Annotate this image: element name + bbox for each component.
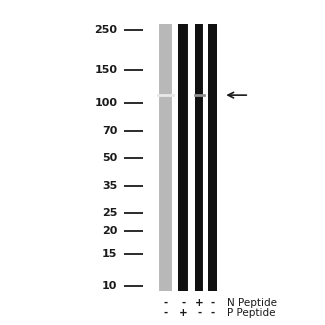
Text: 25: 25: [102, 208, 117, 218]
Text: -: -: [163, 308, 168, 318]
Text: 50: 50: [102, 153, 117, 163]
Text: +: +: [195, 298, 204, 308]
Text: 100: 100: [94, 98, 117, 108]
Text: 35: 35: [102, 181, 117, 191]
Text: -: -: [210, 298, 214, 308]
Text: -: -: [181, 298, 186, 308]
Text: -: -: [197, 308, 202, 318]
Text: 70: 70: [102, 126, 117, 136]
Bar: [158, 24, 174, 292]
Text: 150: 150: [94, 65, 117, 75]
Text: 15: 15: [102, 249, 117, 259]
Bar: [195, 24, 204, 292]
Text: N Peptide: N Peptide: [227, 298, 277, 308]
Text: -: -: [210, 308, 214, 318]
Text: 250: 250: [94, 25, 117, 35]
Text: 20: 20: [102, 226, 117, 236]
Text: -: -: [163, 298, 168, 308]
Bar: [208, 24, 217, 292]
Text: +: +: [179, 308, 188, 318]
Bar: [178, 24, 189, 292]
Text: P Peptide: P Peptide: [227, 308, 275, 318]
Text: 10: 10: [102, 281, 117, 291]
